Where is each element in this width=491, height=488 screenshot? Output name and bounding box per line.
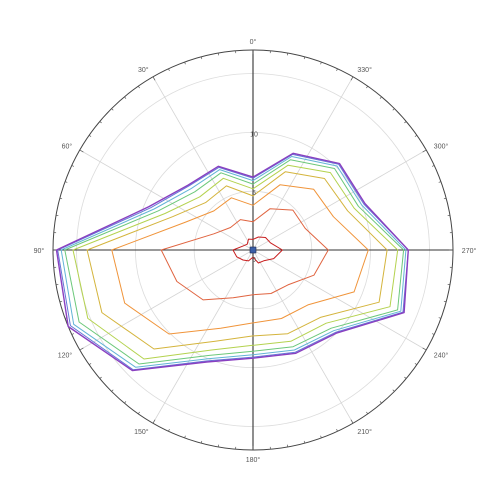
angle-label: 300° [434,143,449,151]
radial-label: 5 [252,190,256,197]
angle-tick-mark [168,428,170,432]
angle-tick-mark [404,376,407,379]
spoke-330 [252,76,354,251]
angle-tick-mark [99,121,102,124]
angle-tick-mark [320,435,322,439]
angle-tick-mark [303,440,306,444]
angle-tick-mark [59,197,63,200]
label-group: 0° 30° 60° 90° 120° 150° 180° 210° 240° 270° 300° 3… [34,38,477,464]
angle-tick-mark [366,85,369,89]
angle-label: 90° [34,247,45,255]
series-polygon-1 [160,208,329,301]
series-polygon-0 [232,236,283,264]
angle-tick-mark [422,149,427,153]
spoke-210 [252,249,354,424]
angle-tick-mark [79,347,84,351]
angle-tick-mark [88,363,92,366]
angle-tick-mark [137,85,140,89]
angle-tick-mark [200,440,203,444]
angle-tick-mark [414,363,418,366]
angle-tick-mark [379,401,382,404]
angle-tick-mark [350,419,354,424]
angle-label: 120° [58,351,73,359]
angle-tick-mark [438,181,442,183]
angle-tick-mark [124,96,127,99]
angle-tick-mark [168,68,170,72]
angle-tick-mark [443,300,447,303]
spoke-30 [152,76,254,251]
angle-tick-mark [184,61,186,65]
angle-tick-mark [111,389,114,392]
spoke-240 [252,249,427,351]
series-polygon-5 [64,159,405,365]
angle-tick-mark [431,333,435,335]
spoke-120 [79,249,254,351]
angle-tick-mark [422,347,427,351]
angle-tick-mark [111,108,114,111]
series-polygon-6 [60,156,407,368]
angle-label: 30° [138,66,149,74]
angle-tick-mark [200,56,203,60]
origin-marker [249,246,257,254]
angle-tick-mark [438,317,442,319]
angle-tick-mark [124,401,127,404]
angle-tick-mark [392,389,395,392]
angle-tick-mark [443,197,447,200]
angle-tick-mark [71,333,75,335]
angle-label: 210° [357,428,372,436]
angle-tick-mark [79,149,84,153]
angle-tick-mark [336,68,338,72]
angle-label: 150° [134,428,149,436]
angle-label: 330° [357,66,372,74]
spoke-60 [79,149,254,251]
angle-label: 60° [62,143,73,151]
angle-tick-mark [88,134,92,137]
angle-tick-mark [350,76,354,81]
angle-tick-mark [336,428,338,432]
angle-tick-mark [71,165,75,167]
angle-label: 0° [250,38,257,46]
angle-label: 270° [462,247,477,255]
angle-tick-mark [64,181,68,183]
series-polygon-2 [111,184,369,335]
radial-label: 0 [252,257,256,264]
angle-tick-mark [392,108,395,111]
series-polygon-3 [86,171,388,350]
angle-tick-mark [320,61,322,65]
series-polygon-7 [57,153,409,371]
angle-label: 180° [246,456,261,464]
spoke-150 [152,249,254,424]
angle-tick-mark [184,435,186,439]
angle-tick-mark [152,419,156,424]
series-polygon-4 [72,164,399,360]
angle-tick-mark [99,376,102,379]
angle-tick-mark [59,300,63,303]
angle-tick-mark [303,56,306,60]
angle-tick-mark [431,165,435,167]
angle-tick-mark [366,411,369,415]
angle-tick-mark [414,134,418,137]
series-polygon-8 [55,152,409,372]
angle-tick-mark [404,121,407,124]
angle-tick-mark [379,96,382,99]
angle-tick-mark [137,411,140,415]
polar-grid [52,49,454,451]
radial-label: 10 [250,131,258,138]
series-group [55,152,409,372]
angle-label: 240° [434,351,449,359]
angle-tick-mark [152,76,156,81]
